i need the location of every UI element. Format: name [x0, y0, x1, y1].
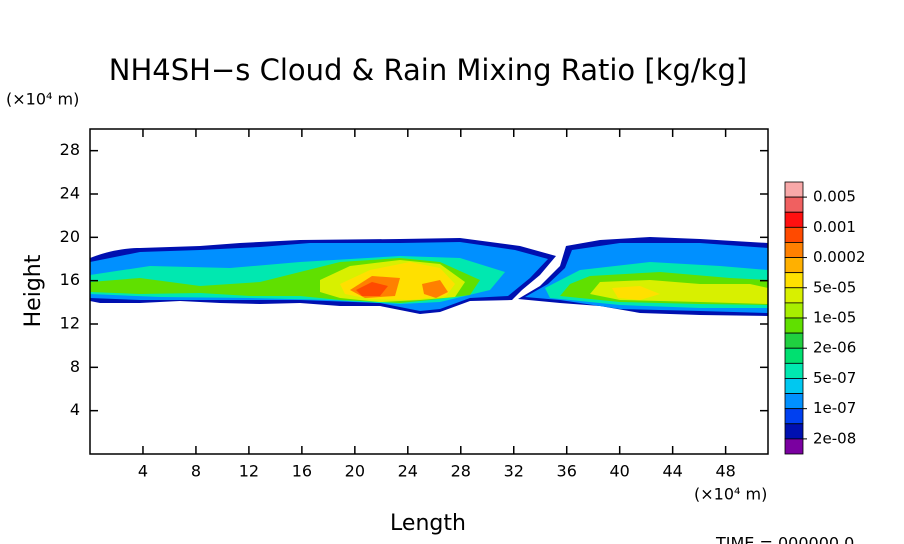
colorbar-swatch — [784, 393, 804, 410]
x-tick-label: 24 — [398, 462, 418, 481]
x-unit: (×10⁴ m) — [694, 485, 767, 504]
colorbar-swatch — [784, 196, 804, 213]
x-tick-label: 36 — [557, 462, 577, 481]
time-label: TIME = 000000.0 — [715, 534, 854, 544]
colorbar-label: 0.0002 — [813, 248, 866, 266]
y-axis-title: Height — [21, 254, 46, 327]
colorbar-swatch — [784, 181, 804, 198]
y-tick-label: 24 — [60, 184, 80, 203]
x-tick-label: 8 — [191, 462, 201, 481]
x-tick-label: 4 — [138, 462, 148, 481]
colorbar-swatch — [784, 347, 804, 364]
chart-title: NH4SH−s Cloud & Rain Mixing Ratio [kg/kg… — [109, 53, 747, 87]
contour-region — [356, 282, 388, 296]
colorbar-label: 2e-08 — [813, 429, 856, 447]
y-unit: (×10⁴ m) — [6, 90, 79, 109]
contour-field — [90, 237, 768, 316]
colorbar-swatch — [784, 272, 804, 289]
x-tick-label: 20 — [345, 462, 365, 481]
colorbar-swatch — [784, 362, 804, 379]
colorbar-label: 0.005 — [813, 188, 856, 206]
colorbar-label: 5e-07 — [813, 369, 856, 387]
x-tick-label: 32 — [504, 462, 524, 481]
contour-region — [612, 286, 660, 300]
colorbar-label: 0.001 — [813, 218, 856, 236]
colorbar-label: 1e-05 — [813, 309, 856, 327]
colorbar-swatch — [784, 438, 804, 455]
colorbar-swatch — [784, 317, 804, 334]
y-tick-label: 8 — [70, 357, 80, 376]
colorbar-label: 1e-07 — [813, 399, 856, 417]
x-tick-label: 48 — [715, 462, 735, 481]
x-axis-title: Length — [390, 511, 466, 536]
colorbar-swatch — [784, 287, 804, 304]
x-tick-label: 28 — [451, 462, 471, 481]
colorbar-label: 2e-06 — [813, 339, 856, 357]
colorbar-swatch — [784, 378, 804, 394]
colorbar-swatch — [784, 226, 804, 243]
colorbar-label: 5e-05 — [813, 278, 856, 296]
colorbar-swatch — [784, 423, 804, 440]
colorbar-swatch — [784, 257, 804, 274]
x-tick-label: 16 — [292, 462, 312, 481]
x-tick-label: 12 — [239, 462, 259, 481]
y-tick-label: 28 — [60, 140, 80, 159]
y-tick-label: 20 — [60, 227, 80, 246]
x-tick-label: 40 — [610, 462, 630, 481]
y-tick-label: 4 — [70, 400, 80, 419]
colorbar-swatch — [784, 408, 804, 425]
x-tick-label: 44 — [662, 462, 682, 481]
contour-region — [422, 280, 448, 298]
y-tick-label: 16 — [60, 270, 80, 289]
colorbar-swatch — [784, 332, 804, 349]
colorbar-swatch — [784, 302, 804, 319]
colorbar-swatch — [784, 211, 804, 228]
colorbar-swatch — [784, 242, 804, 258]
plot-frame — [89, 128, 769, 455]
y-tick-label: 12 — [60, 314, 80, 333]
